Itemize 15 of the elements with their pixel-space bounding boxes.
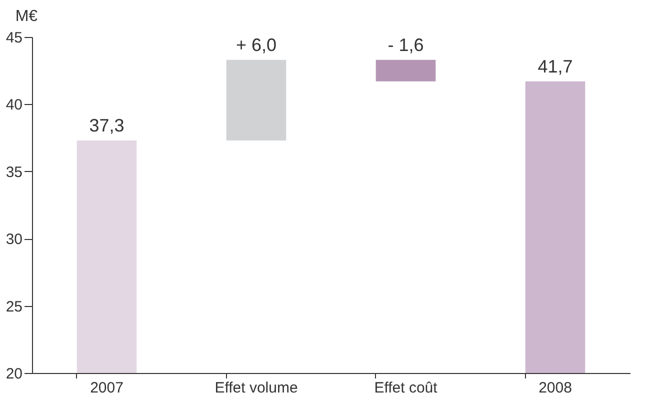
x-tick-label: 2007 [90,380,124,396]
data-label: + 6,0 [236,34,277,55]
x-tick-label: Effet volume [214,380,298,396]
y-tick-label: 25 [6,298,22,316]
y-axis-title: M€ [15,8,38,25]
data-label: - 1,6 [388,34,424,55]
x-tick-label: 2008 [538,380,572,396]
data-label: 41,7 [538,56,573,76]
data-label: 37,3 [89,115,124,136]
y-tick-label: 40 [6,96,22,114]
y-tick-label: 20 [6,366,22,382]
y-tick-label: 35 [6,164,22,181]
y-tick-label: 45 [6,30,22,46]
y-tick-label: 30 [6,231,22,248]
x-tick-label: Effet coût [374,380,438,396]
